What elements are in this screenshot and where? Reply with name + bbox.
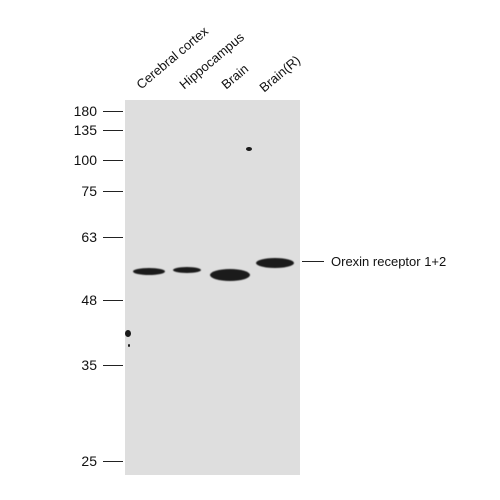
target-indicator-line [302, 261, 324, 262]
marker-label-75: 75 [81, 183, 97, 199]
artifact-spot-upper [246, 147, 252, 151]
marker-label-135: 135 [73, 122, 97, 138]
band-brain-r [256, 258, 294, 268]
marker-tick-63 [103, 237, 123, 238]
blot-membrane [125, 100, 300, 475]
marker-label-35: 35 [81, 357, 97, 373]
band-brain [210, 269, 250, 281]
marker-label-48: 48 [81, 292, 97, 308]
marker-tick-35 [103, 365, 123, 366]
lane-label-brain: Brain [218, 60, 252, 92]
marker-tick-75 [103, 191, 123, 192]
band-cerebral-cortex [133, 268, 165, 275]
marker-label-25: 25 [81, 453, 97, 469]
lane-label-cerebral-cortex: Cerebral cortex [133, 23, 212, 92]
artifact-spot-small [128, 344, 130, 347]
marker-label-100: 100 [73, 152, 97, 168]
marker-tick-48 [103, 300, 123, 301]
target-protein-label: Orexin receptor 1+2 [331, 254, 447, 269]
lane-label-brain-r: Brain(R) [256, 52, 304, 95]
marker-label-180: 180 [73, 103, 97, 119]
marker-tick-180 [103, 111, 123, 112]
artifact-spot-edge [125, 330, 131, 337]
marker-label-63: 63 [81, 229, 97, 245]
band-hippocampus [173, 267, 201, 273]
marker-tick-25 [103, 461, 123, 462]
marker-tick-135 [103, 130, 123, 131]
marker-tick-100 [103, 160, 123, 161]
